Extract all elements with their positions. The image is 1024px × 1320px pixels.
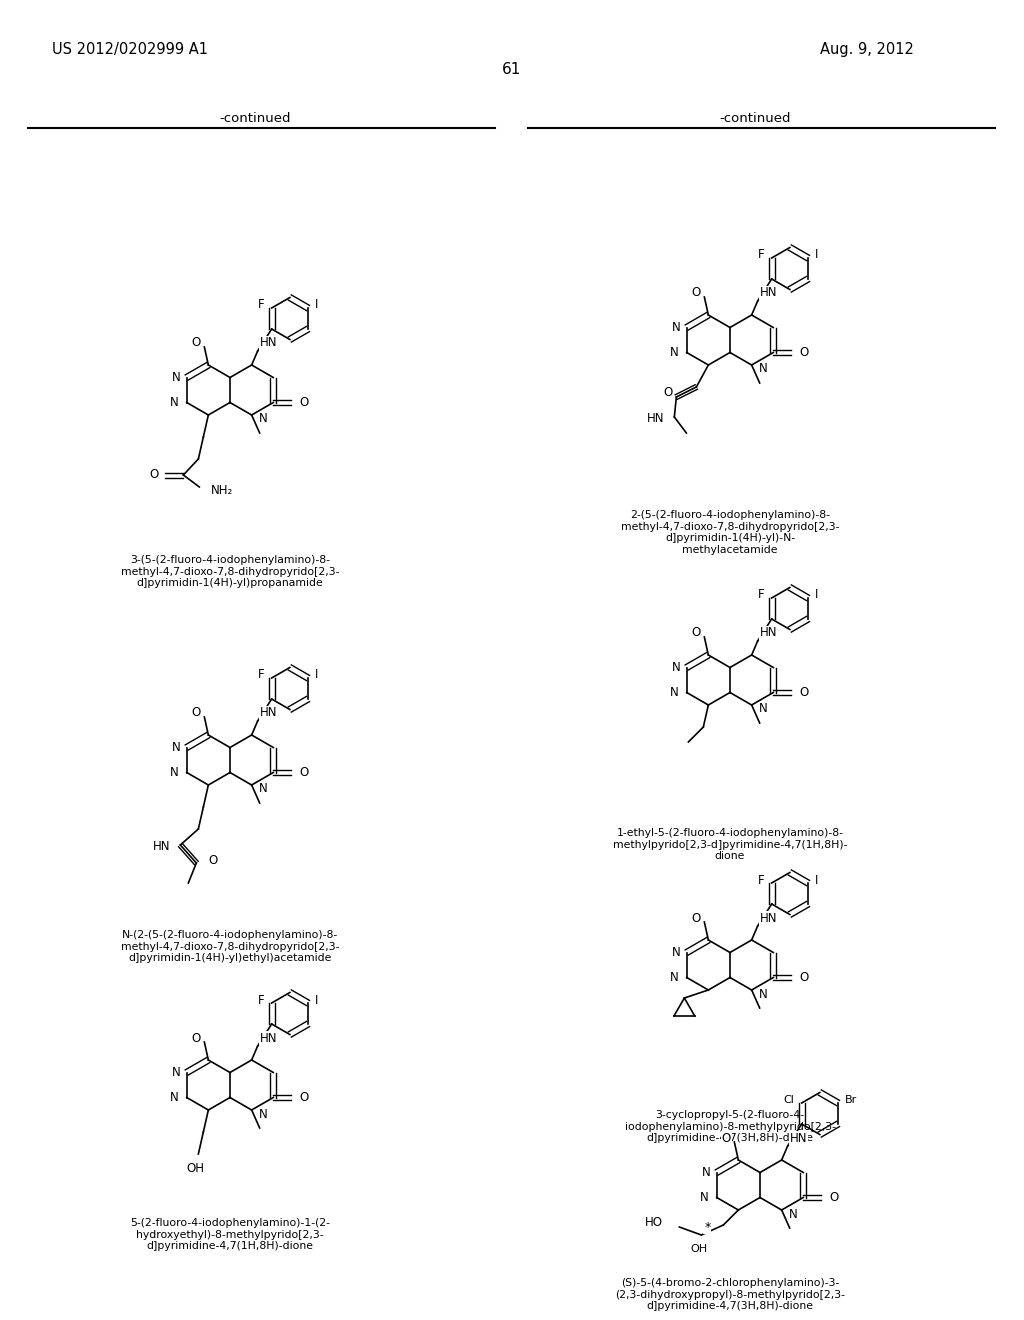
Text: 5-(2-fluoro-4-iodophenylamino)-1-(2-
hydroxyethyl)-8-methylpyrido[2,3-
d]pyrimid: 5-(2-fluoro-4-iodophenylamino)-1-(2- hyd… [130,1218,330,1251]
Text: -continued: -continued [719,112,791,125]
Text: N: N [170,396,179,409]
Text: I: I [315,668,318,681]
Text: O: O [299,766,308,779]
Text: O: O [692,286,701,300]
Text: N: N [670,346,679,359]
Text: F: F [258,994,264,1006]
Text: F: F [258,298,264,312]
Text: HN: HN [760,627,777,639]
Text: O: O [299,1092,308,1104]
Text: N: N [172,371,180,384]
Text: I: I [815,874,818,887]
Text: N: N [788,1208,798,1221]
Text: *: * [705,1221,711,1233]
Text: O: O [299,396,308,409]
Text: HN: HN [760,286,777,300]
Text: HN: HN [260,337,278,350]
Text: I: I [815,589,818,602]
Text: HN: HN [260,706,278,719]
Text: F: F [758,589,765,602]
Text: NH₂: NH₂ [211,483,233,496]
Text: O: O [692,912,701,924]
Text: N: N [672,661,681,675]
Text: US 2012/0202999 A1: US 2012/0202999 A1 [52,42,208,57]
Text: O: O [208,854,217,867]
Text: F: F [758,874,765,887]
Text: N: N [759,363,767,375]
Text: O: O [191,337,201,350]
Text: N: N [672,321,681,334]
Text: O: O [664,387,673,400]
Text: F: F [258,668,264,681]
Text: I: I [315,994,318,1006]
Text: N: N [701,1166,711,1179]
Text: O: O [191,1031,201,1044]
Text: N: N [700,1191,709,1204]
Text: O: O [800,346,809,359]
Text: N: N [259,1107,267,1121]
Text: OH: OH [691,1243,708,1254]
Text: O: O [722,1131,731,1144]
Text: I: I [315,298,318,312]
Text: O: O [800,686,809,700]
Text: I: I [815,248,818,261]
Text: N: N [759,702,767,715]
Text: 1-ethyl-5-(2-fluoro-4-iodophenylamino)-8-
methylpyrido[2,3-d]pyrimidine-4,7(1H,8: 1-ethyl-5-(2-fluoro-4-iodophenylamino)-8… [612,828,847,861]
Text: (S)-5-(4-bromo-2-chlorophenylamino)-3-
(2,3-dihydroxypropyl)-8-methylpyrido[2,3-: (S)-5-(4-bromo-2-chlorophenylamino)-3- (… [615,1278,845,1311]
Text: HN: HN [153,841,170,854]
Text: 2-(5-(2-fluoro-4-iodophenylamino)-8-
methyl-4,7-dioxo-7,8-dihydropyrido[2,3-
d]p: 2-(5-(2-fluoro-4-iodophenylamino)-8- met… [621,510,840,554]
Text: N: N [672,946,681,960]
Text: N: N [170,1092,179,1104]
Text: F: F [758,248,765,261]
Text: 3-cyclopropyl-5-(2-fluoro-4-
iodophenylamino)-8-methylpyrido[2,3-
d]pyrimidine-4: 3-cyclopropyl-5-(2-fluoro-4- iodophenyla… [625,1110,836,1143]
Text: HN: HN [647,412,665,425]
Text: HO: HO [645,1216,664,1229]
Text: N: N [172,741,180,754]
Text: N: N [259,412,267,425]
Text: 3-(5-(2-fluoro-4-iodophenylamino)-8-
methyl-4,7-dioxo-7,8-dihydropyrido[2,3-
d]p: 3-(5-(2-fluoro-4-iodophenylamino)-8- met… [121,554,339,589]
Text: N: N [670,686,679,700]
Text: N: N [172,1067,180,1078]
Text: O: O [191,706,201,719]
Text: O: O [150,469,159,482]
Text: N: N [759,987,767,1001]
Text: N: N [670,972,679,983]
Text: OH: OH [186,1162,205,1175]
Text: N: N [170,766,179,779]
Text: N-(2-(5-(2-fluoro-4-iodophenylamino)-8-
methyl-4,7-dioxo-7,8-dihydropyrido[2,3-
: N-(2-(5-(2-fluoro-4-iodophenylamino)-8- … [121,931,339,964]
Text: HN: HN [760,912,777,924]
Text: -continued: -continued [219,112,291,125]
Text: O: O [829,1191,839,1204]
Text: HN: HN [260,1031,278,1044]
Text: Br: Br [845,1096,857,1105]
Text: N: N [259,783,267,796]
Text: O: O [692,627,701,639]
Text: Aug. 9, 2012: Aug. 9, 2012 [820,42,913,57]
Text: O: O [800,972,809,983]
Text: Cl: Cl [783,1096,795,1105]
Text: HN: HN [790,1131,807,1144]
Text: 61: 61 [503,62,521,77]
